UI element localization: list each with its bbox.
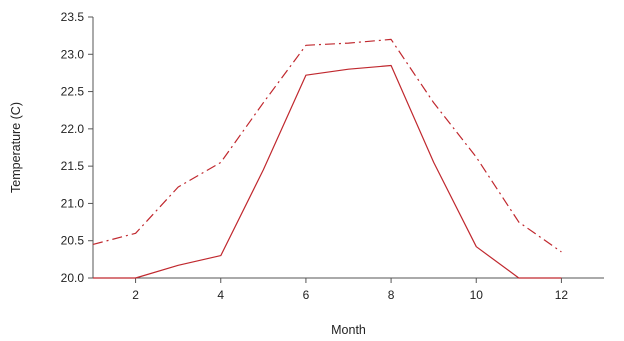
x-tick-label: 2 [132, 288, 139, 302]
y-tick-label: 22.0 [61, 122, 85, 136]
axes: 20.0 20.5 21.0 21.5 22.0 22.5 23.0 23.5 2 4 6 8 10 12 [61, 10, 604, 302]
series-line-dashdot [92, 38, 562, 253]
y-tick-label: 23.5 [61, 10, 85, 24]
x-tick-label: 12 [555, 288, 569, 302]
y-axis-title: Temperature (C) [9, 102, 23, 193]
plot-area [92, 38, 562, 279]
x-tick-label: 6 [303, 288, 310, 302]
y-tick-label: 21.5 [61, 159, 85, 173]
x-axis-title: Month [331, 323, 366, 337]
x-tick-label: 4 [217, 288, 224, 302]
x-tick-label: 10 [470, 288, 484, 302]
y-tick-label: 23.0 [61, 47, 85, 61]
y-tick-label: 22.5 [61, 85, 85, 99]
y-tick-label: 20.0 [61, 271, 85, 285]
series-line-solid [93, 64, 562, 279]
y-tick-label: 21.0 [61, 196, 85, 210]
x-tick-label: 8 [388, 288, 395, 302]
y-tick-label: 20.5 [61, 234, 85, 248]
